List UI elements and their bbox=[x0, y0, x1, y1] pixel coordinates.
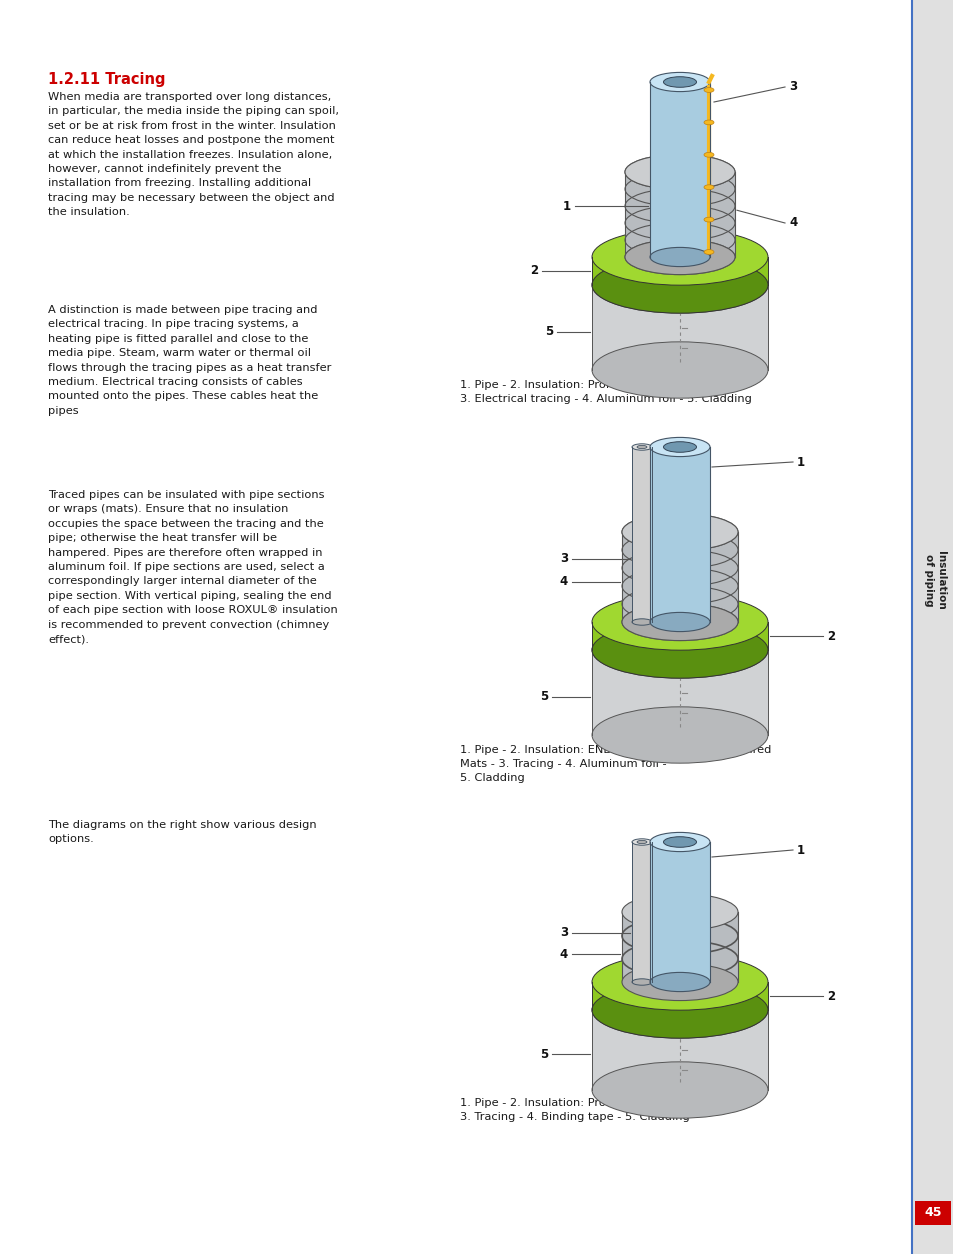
Ellipse shape bbox=[637, 445, 646, 449]
Ellipse shape bbox=[631, 839, 651, 845]
Ellipse shape bbox=[637, 840, 646, 844]
Ellipse shape bbox=[592, 622, 767, 678]
Polygon shape bbox=[592, 1009, 767, 1090]
Ellipse shape bbox=[592, 257, 767, 314]
Ellipse shape bbox=[592, 228, 767, 285]
Ellipse shape bbox=[649, 73, 709, 92]
Text: A distinction is made between pipe tracing and
electrical tracing. In pipe traci: A distinction is made between pipe traci… bbox=[48, 305, 331, 416]
Bar bbox=[914, 1201, 950, 1225]
Ellipse shape bbox=[662, 836, 696, 848]
Ellipse shape bbox=[649, 247, 709, 267]
Polygon shape bbox=[631, 446, 651, 622]
Text: 2: 2 bbox=[826, 989, 834, 1002]
Ellipse shape bbox=[662, 76, 696, 88]
Ellipse shape bbox=[592, 982, 767, 1038]
Polygon shape bbox=[649, 82, 709, 257]
Text: Insulation
of piping: Insulation of piping bbox=[923, 551, 944, 609]
Ellipse shape bbox=[631, 444, 651, 450]
Text: Traced pipes can be insulated with pipe sections
or wraps (mats). Ensure that no: Traced pipes can be insulated with pipe … bbox=[48, 490, 337, 645]
Ellipse shape bbox=[703, 120, 713, 125]
Ellipse shape bbox=[649, 833, 709, 851]
Ellipse shape bbox=[624, 240, 734, 275]
Polygon shape bbox=[624, 172, 734, 257]
Ellipse shape bbox=[621, 893, 738, 930]
Text: 2: 2 bbox=[826, 630, 834, 642]
Polygon shape bbox=[592, 650, 767, 735]
Polygon shape bbox=[592, 982, 767, 1009]
Polygon shape bbox=[621, 532, 738, 622]
Text: 1. Pipe - 2. Insulation: ProRox® Pipe Sections -
3. Tracing - 4. Binding tape - : 1. Pipe - 2. Insulation: ProRox® Pipe Se… bbox=[459, 1099, 725, 1122]
Ellipse shape bbox=[624, 154, 734, 189]
Ellipse shape bbox=[592, 982, 767, 1038]
Polygon shape bbox=[621, 912, 738, 982]
Text: 5: 5 bbox=[544, 325, 553, 339]
Ellipse shape bbox=[703, 250, 713, 255]
Ellipse shape bbox=[592, 594, 767, 650]
Text: 1. Pipe - 2. Insulation: ENERWRAP® MA 960ᴺᴬ or Wired
Mats - 3. Tracing - 4. Alum: 1. Pipe - 2. Insulation: ENERWRAP® MA 96… bbox=[459, 745, 771, 782]
Ellipse shape bbox=[592, 707, 767, 764]
Ellipse shape bbox=[649, 438, 709, 456]
Ellipse shape bbox=[703, 217, 713, 222]
Ellipse shape bbox=[621, 963, 738, 1001]
Text: 3: 3 bbox=[559, 553, 567, 566]
Bar bbox=[911, 0, 953, 1254]
Text: 2: 2 bbox=[529, 265, 537, 277]
Ellipse shape bbox=[662, 441, 696, 453]
Text: 5: 5 bbox=[539, 1047, 547, 1061]
Text: 1: 1 bbox=[562, 199, 571, 212]
Polygon shape bbox=[592, 622, 767, 650]
Text: 1. Pipe - 2. Insulation: ProRox® Pipe Sections -
3. Electrical tracing - 4. Alum: 1. Pipe - 2. Insulation: ProRox® Pipe Se… bbox=[459, 380, 751, 404]
Text: 1.2.11 Tracing: 1.2.11 Tracing bbox=[48, 71, 165, 87]
Ellipse shape bbox=[592, 954, 767, 1011]
Polygon shape bbox=[649, 446, 709, 622]
Ellipse shape bbox=[631, 618, 651, 626]
Text: 3: 3 bbox=[559, 927, 567, 939]
Ellipse shape bbox=[621, 603, 738, 641]
Text: The diagrams on the right show various design
options.: The diagrams on the right show various d… bbox=[48, 820, 316, 844]
Ellipse shape bbox=[592, 257, 767, 314]
Ellipse shape bbox=[621, 513, 738, 551]
Text: 3: 3 bbox=[788, 80, 797, 94]
Text: 4: 4 bbox=[559, 576, 567, 588]
Polygon shape bbox=[592, 257, 767, 285]
Text: 4: 4 bbox=[788, 217, 797, 229]
Polygon shape bbox=[592, 285, 767, 370]
Ellipse shape bbox=[703, 153, 713, 157]
Text: 45: 45 bbox=[923, 1206, 941, 1219]
Text: When media are transported over long distances,
in particular, the media inside : When media are transported over long dis… bbox=[48, 92, 338, 217]
Ellipse shape bbox=[649, 972, 709, 992]
Text: 1: 1 bbox=[796, 844, 804, 856]
Ellipse shape bbox=[703, 88, 713, 93]
Polygon shape bbox=[649, 841, 709, 982]
Ellipse shape bbox=[592, 342, 767, 399]
Text: 4: 4 bbox=[559, 948, 567, 961]
Ellipse shape bbox=[703, 184, 713, 189]
Ellipse shape bbox=[649, 612, 709, 632]
Text: 5: 5 bbox=[539, 690, 547, 703]
Ellipse shape bbox=[592, 1062, 767, 1119]
Ellipse shape bbox=[631, 979, 651, 986]
Ellipse shape bbox=[592, 622, 767, 678]
Text: 1: 1 bbox=[796, 455, 804, 469]
Polygon shape bbox=[631, 841, 651, 982]
